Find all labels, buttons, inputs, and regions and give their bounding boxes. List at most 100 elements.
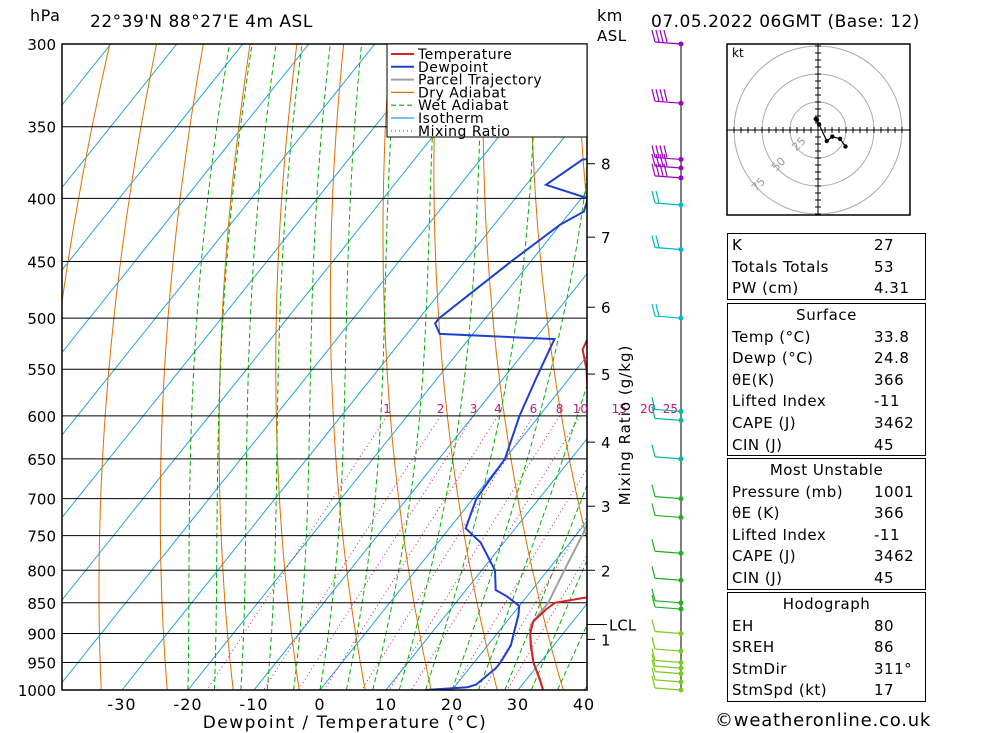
x-axis-title: Dewpoint / Temperature (°C)	[203, 713, 488, 733]
wet-adiabat-line	[266, 44, 303, 690]
wet-adiabat-line	[372, 44, 438, 690]
lcl-label: LCL	[609, 616, 637, 634]
dry-adiabat-line	[275, 44, 300, 690]
table-row: PW (cm) 4.31	[732, 279, 910, 298]
isotherm-line	[385, 437, 587, 690]
isotherm-line	[319, 355, 587, 690]
height-tick-label: 8	[601, 156, 611, 174]
pressure-tick-label: 750	[27, 528, 56, 546]
table-row: EH 80	[732, 616, 895, 635]
hodograph-point	[843, 144, 848, 149]
location-label: 22°39'N 88°27'E 4m ASL	[90, 12, 313, 32]
dry-adiabat-line	[329, 44, 366, 690]
hodograph-point	[837, 136, 843, 141]
wind-barb	[651, 303, 682, 319]
wind-barb	[651, 675, 682, 691]
table-row: CIN (J) 45	[732, 568, 895, 587]
dry-adiabat-line	[530, 44, 587, 543]
mixing-ratio-value-label: 10	[573, 402, 588, 416]
hodograph-point	[814, 117, 820, 123]
wind-barb	[651, 566, 682, 581]
datetime-label: 07.05.2022 06GMT (Base: 12)	[651, 12, 920, 32]
pressure-tick-label: 400	[27, 190, 56, 208]
hodograph-point	[816, 122, 822, 127]
temperature-tick-label: -20	[173, 695, 202, 714]
dry-adiabat-line	[218, 44, 251, 690]
isotherm-line	[451, 520, 587, 690]
dewpoint-series	[425, 158, 587, 690]
wet-adiabat-line	[319, 44, 363, 690]
wet-adiabat-line	[187, 44, 230, 690]
hodograph-point	[830, 134, 835, 139]
temperature-tick-label: 20	[441, 695, 463, 714]
copyright-link[interactable]: ©weatheronline.co.uk	[715, 710, 932, 731]
wet-adiabat-line	[213, 44, 253, 690]
pressure-tick-label: 350	[27, 119, 56, 137]
mixing-ratio-value-label: 1	[383, 402, 391, 416]
height-unit-label: km	[597, 6, 623, 25]
legend-entry: Dewpoint	[418, 60, 489, 76]
pressure-tick-label: 550	[27, 361, 56, 379]
wet-adiabat-line	[398, 44, 485, 690]
table-row: K 27	[732, 236, 895, 254]
pressure-tick-label: 600	[27, 408, 56, 426]
mixing-ratio-line	[410, 415, 581, 690]
plot-frame	[61, 43, 588, 691]
legend-entry: Temperature	[417, 47, 512, 63]
mixing-ratio-value-label: 3	[470, 402, 478, 416]
table-row: CIN (J) 45	[732, 435, 895, 454]
hodograph-point	[824, 138, 829, 144]
wet-adiabat-line	[530, 559, 587, 690]
wind-barb	[651, 653, 682, 669]
table-row: SREH 86	[732, 638, 895, 657]
pressure-tick-label: 300	[27, 36, 56, 54]
indices-table: K 27 Totals Totals 53 PW (cm) 4.31	[727, 233, 926, 300]
pressure-tick-label: 450	[27, 254, 56, 272]
mixing-ratio-value-label: 4	[494, 402, 502, 416]
height-tick-label: 1	[601, 631, 611, 649]
wet-adiabat-line	[451, 171, 587, 690]
wet-adiabat-line	[293, 44, 331, 690]
wet-adiabat-line	[240, 44, 277, 690]
mixing-ratio-line	[323, 415, 499, 690]
wind-barb	[651, 153, 682, 169]
isotherm-line	[62, 44, 442, 519]
wind-barb	[651, 539, 682, 554]
legend-entry: Wet Adiabat	[418, 98, 509, 114]
wind-barb	[651, 444, 682, 460]
legend-box	[386, 43, 588, 138]
pressure-tick-label: 950	[27, 654, 56, 672]
wind-barb	[651, 235, 682, 251]
height-tick-label: 5	[601, 366, 611, 384]
mixing-ratio-value-label: 6	[530, 402, 538, 416]
pressure-tick-label: 800	[27, 562, 56, 580]
table-row: Pressure (mb) 1001	[732, 482, 915, 501]
mixing-ratio-line	[506, 554, 587, 690]
temperature-tick-label: -30	[107, 695, 136, 714]
wet-adiabat-line	[477, 383, 587, 690]
table-row: StmDir 311°	[732, 659, 913, 678]
dry-adiabat-line	[62, 44, 111, 306]
isotherm-line	[62, 44, 244, 271]
isotherm-line	[121, 107, 587, 690]
pressure-tick-label: 1000	[18, 682, 56, 700]
temperature-tick-label: 40	[573, 695, 595, 714]
wind-barb	[651, 588, 682, 604]
isotherm-line	[62, 44, 376, 436]
pressure-unit-label: hPa	[30, 6, 61, 25]
isotherm-line	[62, 44, 310, 354]
height-tick-label: 4	[601, 434, 611, 452]
height-tick-label: 3	[601, 498, 611, 516]
wind-barb	[651, 503, 682, 519]
table-row: CAPE (J) 3462	[732, 547, 915, 566]
height-tick-label: 6	[601, 299, 611, 317]
pressure-tick-label: 700	[27, 491, 56, 509]
isotherm-line	[253, 272, 587, 690]
table-row: Dewp (°C) 24.8	[732, 349, 910, 368]
wind-barb	[651, 667, 682, 683]
mixing-ratio-value-label: 20	[640, 402, 655, 416]
table-row: StmSpd (kt) 17	[732, 681, 895, 700]
wind-barb	[651, 190, 682, 206]
